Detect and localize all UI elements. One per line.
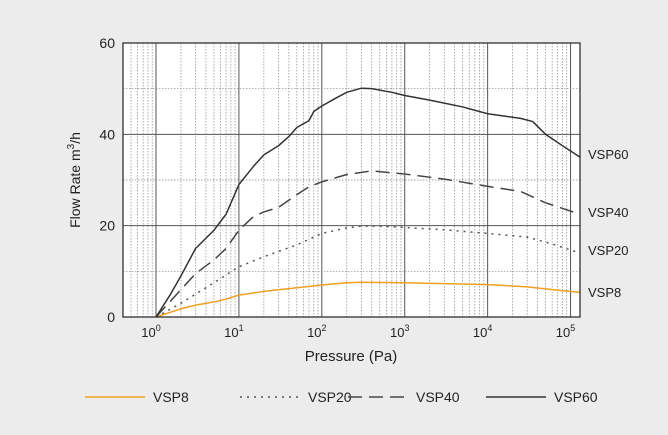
legend-label-vsp20: VSP20 bbox=[308, 389, 352, 405]
plot-border bbox=[122, 42, 581, 318]
series-line-vsp8 bbox=[155, 281, 581, 318]
legend-label-vsp40: VSP40 bbox=[416, 389, 460, 405]
y-tick-label: 20 bbox=[99, 218, 115, 234]
x-tick-labels: 100 101 102 103 104 105 bbox=[141, 323, 575, 340]
y-axis-label-sup: 3 bbox=[66, 143, 77, 149]
series-end-label-vsp8: VSP8 bbox=[588, 285, 621, 300]
y-axis-label-tail: /h bbox=[67, 132, 83, 144]
series-end-label-vsp60: VSP60 bbox=[588, 147, 628, 162]
series-layer bbox=[155, 87, 581, 318]
x-axis-label: Pressure (Pa) bbox=[305, 348, 398, 365]
series-line-vsp40 bbox=[155, 170, 581, 318]
legend-label-vsp60: VSP60 bbox=[554, 389, 598, 405]
x-tick-label: 103 bbox=[390, 323, 409, 340]
series-end-label-vsp40: VSP40 bbox=[588, 205, 628, 220]
y-axis-label: Flow Rate m3/h bbox=[66, 132, 83, 228]
y-tick-label: 60 bbox=[99, 35, 115, 51]
series-line-vsp60 bbox=[155, 87, 581, 318]
legend: VSP8 VSP20 VSP40 VSP60 bbox=[85, 389, 598, 405]
y-tick-label: 0 bbox=[107, 309, 115, 325]
y-tick-labels: 0 20 40 60 bbox=[99, 35, 115, 325]
x-tick-label: 102 bbox=[307, 323, 326, 340]
y-axis-label-main: Flow Rate bbox=[67, 165, 83, 228]
x-tick-label: 105 bbox=[556, 323, 575, 340]
y-axis-label-unit: m bbox=[67, 149, 83, 161]
y-tick-label: 40 bbox=[99, 126, 115, 142]
x-tick-label: 104 bbox=[473, 323, 492, 340]
series-line-vsp20 bbox=[155, 225, 581, 318]
x-tick-label: 100 bbox=[141, 323, 160, 340]
series-end-labels: VSP8 VSP20 VSP40 VSP60 bbox=[588, 147, 628, 300]
legend-label-vsp8: VSP8 bbox=[153, 389, 189, 405]
series-end-label-vsp20: VSP20 bbox=[588, 243, 628, 258]
x-tick-label: 101 bbox=[224, 323, 243, 340]
